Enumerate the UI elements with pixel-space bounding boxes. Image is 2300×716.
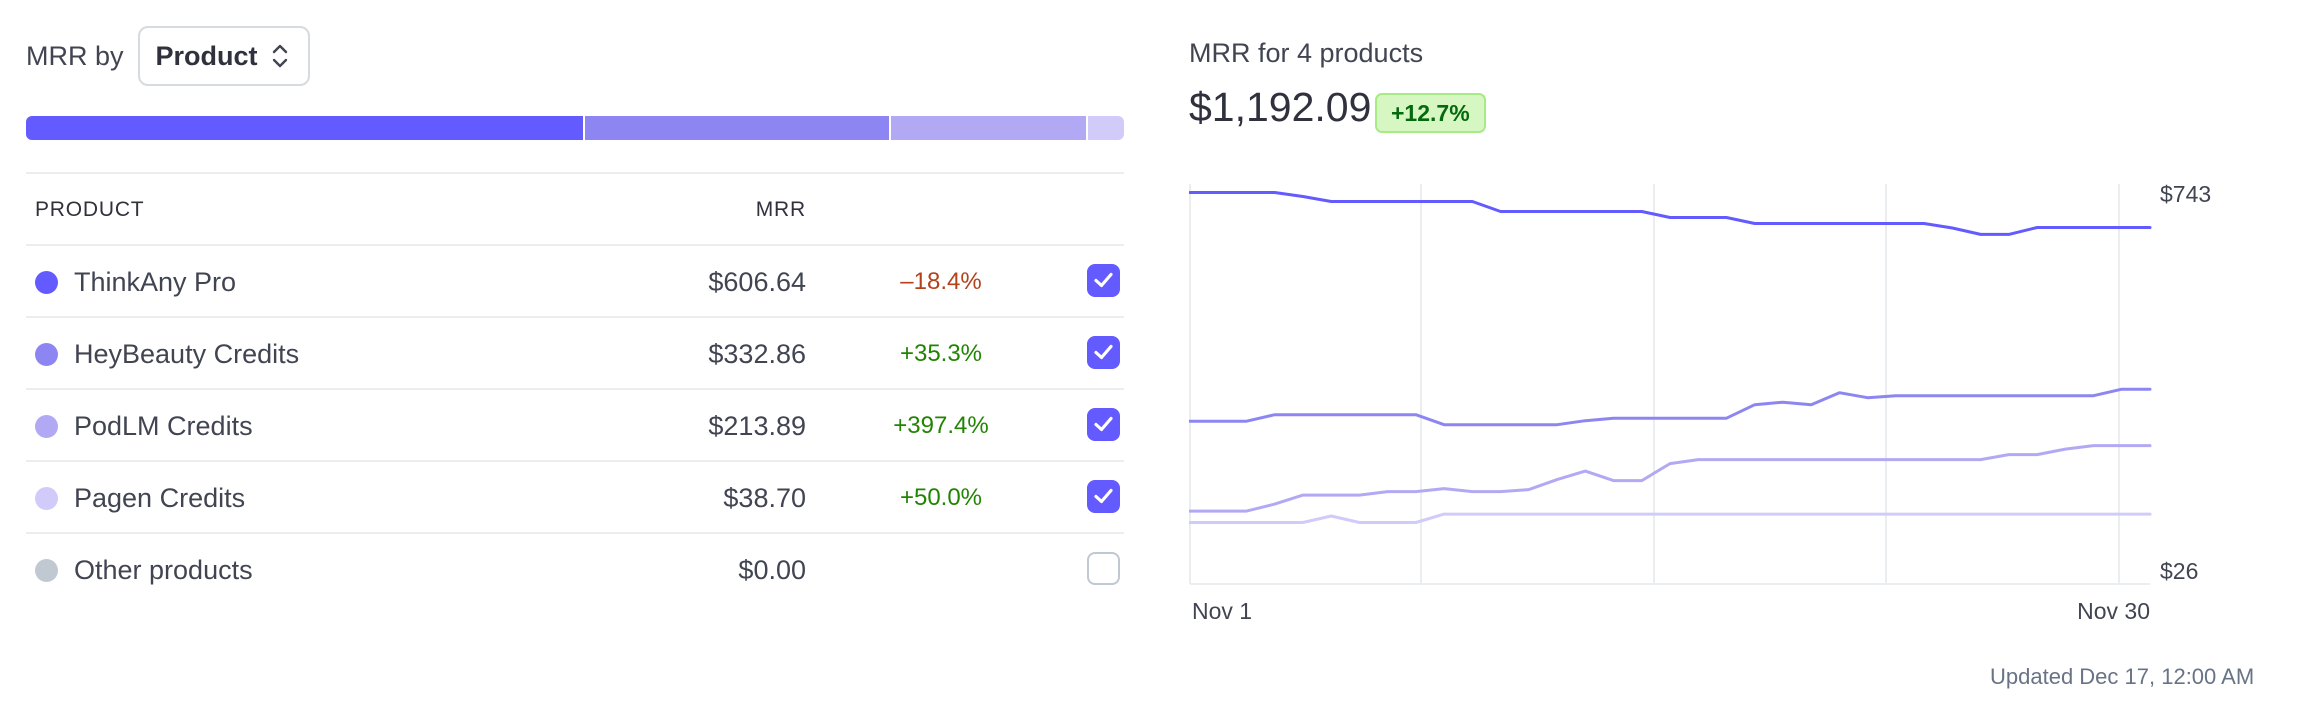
distribution-segment: [891, 116, 1088, 140]
product-mrr: $38.70: [723, 483, 806, 513]
group-by-select[interactable]: Product: [137, 26, 310, 86]
change-badge: +12.7%: [1375, 93, 1486, 133]
product-checkbox[interactable]: [1087, 408, 1120, 441]
product-mrr-change: +397.4%: [893, 412, 989, 439]
table-row: Pagen Credits $38.70 +50.0%: [26, 462, 1124, 534]
chevron-up-down-icon: [272, 44, 287, 68]
table-row: Other products $0.00: [26, 534, 1124, 606]
product-checkbox[interactable]: [1087, 264, 1120, 297]
product-checkbox[interactable]: [1087, 552, 1120, 585]
y-axis-max-label: $743: [2160, 181, 2211, 207]
table-row: ThinkAny Pro $606.64 ‒18.4%: [26, 246, 1124, 318]
updated-timestamp: Updated Dec 17, 12:00 AM: [1990, 664, 2255, 689]
product-color-dot: [35, 559, 58, 582]
product-name: HeyBeauty Credits: [74, 339, 300, 369]
column-header-mrr: MRR: [755, 198, 806, 221]
chart-series-line: [1189, 444, 2152, 513]
product-mrr: $332.86: [708, 339, 806, 369]
product-mrr-change: +50.0%: [899, 484, 983, 511]
x-axis-end-label: Nov 30: [2077, 598, 2150, 624]
mrr-line-chart: $743 $26 Nov 1 Nov 30: [1189, 181, 2211, 624]
table-row: PodLM Credits $213.89 +397.4%: [26, 390, 1124, 462]
product-table: PRODUCT MRR ThinkAny Pro $606.64 ‒18.4% Hey…: [26, 172, 1124, 606]
group-by-select-value: Product: [155, 40, 258, 71]
product-mrr-change: +35.3%: [899, 340, 983, 367]
product-name: Other products: [74, 555, 253, 585]
product-mrr-change: ‒18.4%: [900, 268, 982, 295]
product-color-dot: [35, 343, 58, 366]
distribution-segment: [584, 116, 892, 140]
chart-series-line: [1189, 387, 2152, 427]
table-row: HeyBeauty Credits $332.86 +35.3%: [26, 318, 1124, 390]
checkmark-icon: [1094, 272, 1113, 288]
product-mrr: $213.89: [708, 411, 806, 441]
product-color-dot: [35, 271, 58, 294]
x-axis-start-label: Nov 1: [1192, 598, 1252, 624]
product-name: PodLM Credits: [74, 411, 253, 441]
checkmark-icon: [1094, 416, 1113, 432]
column-header-product: PRODUCT: [35, 198, 145, 221]
product-mrr: $606.64: [708, 267, 806, 297]
mrr-total: $1,192.09: [1189, 84, 1372, 130]
chart-series-line: [1189, 512, 2152, 524]
product-color-dot: [35, 487, 58, 510]
product-checkbox[interactable]: [1087, 336, 1120, 369]
checkmark-icon: [1094, 488, 1113, 504]
chart-title: MRR for 4 products: [1189, 38, 1424, 68]
distribution-segment: [1087, 116, 1124, 140]
chart-series-line: [1189, 191, 2152, 236]
y-axis-min-label: $26: [2160, 558, 2198, 584]
mrr-distribution-bar: [26, 116, 1124, 140]
product-checkbox[interactable]: [1087, 480, 1120, 513]
group-by-label: MRR by: [26, 40, 124, 71]
table-header: PRODUCT MRR: [26, 174, 1124, 246]
product-color-dot: [35, 415, 58, 438]
group-by-control: MRR by Product: [26, 26, 310, 86]
product-mrr: $0.00: [738, 555, 806, 585]
checkmark-icon: [1094, 344, 1113, 360]
product-name: Pagen Credits: [74, 483, 246, 513]
product-name: ThinkAny Pro: [74, 267, 237, 297]
distribution-segment: [26, 116, 585, 140]
